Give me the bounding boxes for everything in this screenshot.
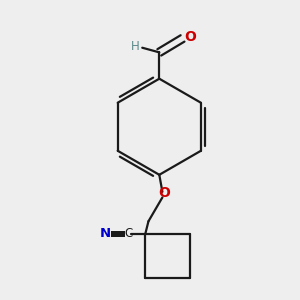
Text: O: O	[159, 186, 170, 200]
Text: C: C	[124, 227, 132, 240]
Text: O: O	[185, 30, 197, 44]
Text: H: H	[131, 40, 140, 53]
Text: N: N	[100, 227, 111, 240]
